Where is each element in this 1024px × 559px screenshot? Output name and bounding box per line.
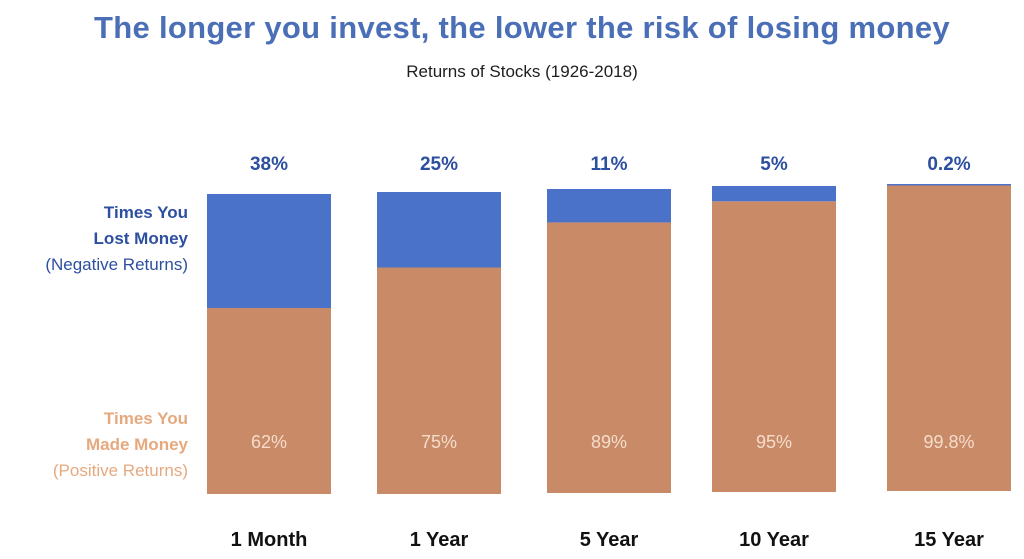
gain-label-line2: Made Money <box>85 435 188 454</box>
gain-value-label-5: 99.8% <box>923 432 974 452</box>
category-label-1: 1 Month <box>231 529 308 551</box>
loss-label-line3: (Negative Returns) <box>45 255 188 274</box>
loss-legend-label: Times You Lost Money (Negative Returns) <box>0 200 188 278</box>
loss-value-label-4: 5% <box>760 154 788 175</box>
loss-bar-1 <box>207 194 331 308</box>
gain-bar-5 <box>887 184 1011 491</box>
loss-value-label-3: 11% <box>591 154 628 175</box>
loss-value-label-1: 38% <box>250 154 288 175</box>
loss-bar-5 <box>887 184 1011 186</box>
loss-label-line2: Lost Money <box>93 229 188 248</box>
gain-bar-2 <box>377 267 501 494</box>
gain-bar-1 <box>207 308 331 494</box>
chart-title: The longer you invest, the lower the ris… <box>94 10 950 45</box>
gain-value-label-1: 62% <box>251 432 287 452</box>
gain-bar-4 <box>712 201 836 493</box>
gain-value-label-3: 89% <box>591 432 627 452</box>
loss-value-label-2: 25% <box>420 154 458 175</box>
gain-value-label-4: 95% <box>756 432 792 452</box>
category-label-4: 10 Year <box>739 529 809 551</box>
category-label-3: 5 Year <box>580 529 639 551</box>
gain-bar-3 <box>547 222 671 493</box>
gain-label-line1: Times You <box>103 409 188 428</box>
loss-value-label-5: 0.2% <box>927 154 970 175</box>
loss-label-line1: Times You <box>103 203 188 222</box>
loss-bar-2 <box>377 192 501 268</box>
gain-value-label-2: 75% <box>421 432 457 452</box>
loss-bar-4 <box>712 186 836 202</box>
category-label-2: 1 Year <box>410 529 469 551</box>
category-label-5: 15 Year <box>914 529 984 551</box>
gain-label-line3: (Positive Returns) <box>52 461 188 480</box>
gain-legend-label: Times You Made Money (Positive Returns) <box>0 406 188 484</box>
loss-bar-3 <box>547 189 671 223</box>
chart-subtitle: Returns of Stocks (1926-2018) <box>406 62 638 81</box>
